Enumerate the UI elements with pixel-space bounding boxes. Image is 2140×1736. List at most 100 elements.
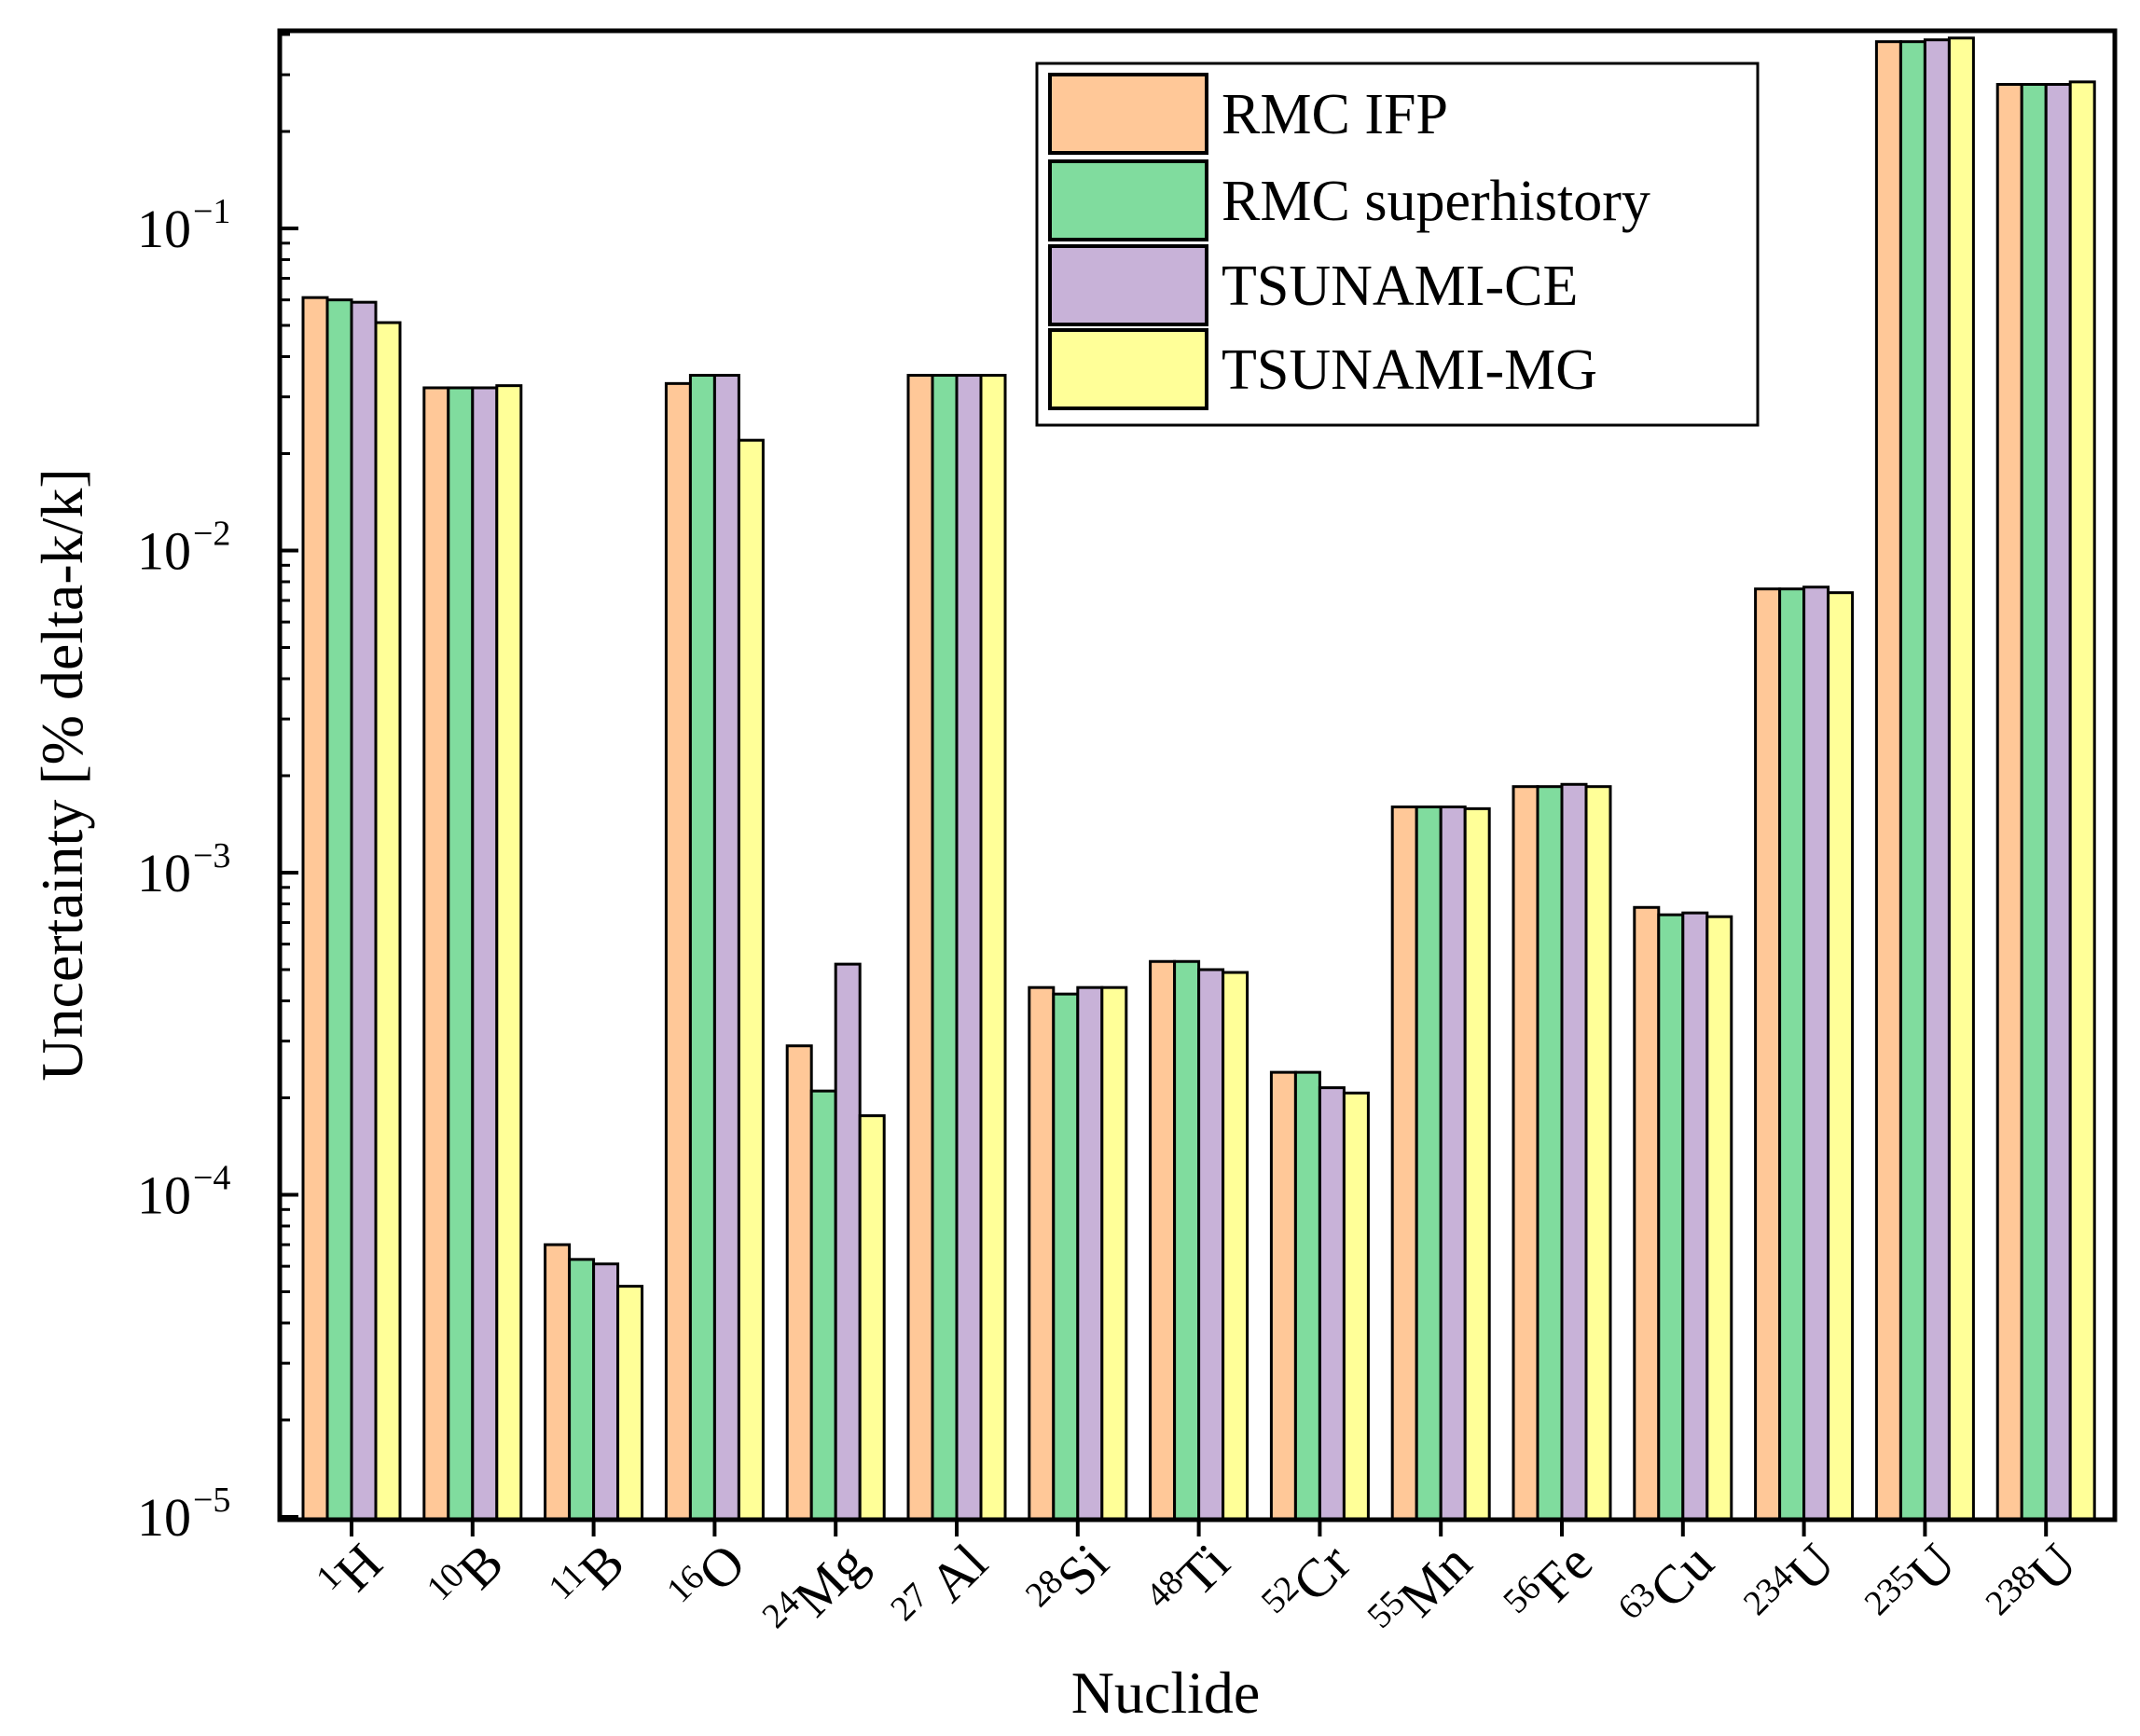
legend-label: RMC IFP <box>1222 83 1448 146</box>
x-tick-label: 234U <box>1736 1530 1846 1640</box>
bar-1H-rmc-superhistory <box>325 298 353 1522</box>
x-tick-label: 235U <box>1857 1530 1967 1640</box>
y-tick-base: 10 <box>137 199 191 259</box>
y-axis-title: Uncertainty [% delta-k/k] <box>29 468 95 1082</box>
legend-swatch <box>1048 328 1208 410</box>
bar-10B-tsunami-mg <box>495 384 523 1522</box>
legend-entry: RMC IFP <box>1048 73 1448 155</box>
bars-layer <box>301 36 2096 1522</box>
bar-52Cr-rmc-superhistory <box>1293 1070 1321 1522</box>
bar-27Al-rmc-superhistory <box>931 374 959 1522</box>
x-tick-label: 10B <box>420 1530 515 1625</box>
legend-swatch <box>1048 73 1208 155</box>
bar-56Fe-tsunami-mg <box>1584 785 1612 1522</box>
x-tick-label: 48Ti <box>1139 1530 1241 1633</box>
x-tick-label: 27 Al <box>883 1530 999 1646</box>
x-tick-label: 63Cu <box>1610 1530 1725 1645</box>
bar-235U-rmc-ifp <box>1874 40 1902 1522</box>
bar-63Cu-rmc-superhistory <box>1657 913 1685 1522</box>
bar-27Al-tsunami-mg <box>979 374 1007 1522</box>
bar-63Cu-tsunami-ce <box>1681 911 1709 1522</box>
bar-234U-tsunami-ce <box>1802 586 1830 1522</box>
bar-234U-rmc-superhistory <box>1778 587 1806 1522</box>
bar-28Si-rmc-superhistory <box>1052 992 1080 1522</box>
x-tick-label: 55Mn <box>1360 1530 1483 1653</box>
bar-52Cr-rmc-ifp <box>1269 1070 1297 1522</box>
x-axis-title: Nuclide <box>1071 1660 1261 1726</box>
x-tick-label: 11B <box>541 1530 635 1624</box>
legend-entry: RMC superhistory <box>1048 159 1650 241</box>
bar-234U-tsunami-mg <box>1827 591 1855 1522</box>
bar-11B-tsunami-ce <box>592 1262 620 1522</box>
ticks-layer <box>280 33 2049 1536</box>
y-tick-exponent: −5 <box>193 1481 230 1520</box>
bar-11B-tsunami-mg <box>616 1285 644 1522</box>
legend-swatch <box>1048 159 1208 241</box>
legend-label: RMC superhistory <box>1222 170 1650 233</box>
legend-swatch <box>1048 244 1208 326</box>
bar-238U-tsunami-mg <box>2068 80 2096 1522</box>
y-tick-exponent: −4 <box>193 1159 230 1198</box>
bar-11B-rmc-superhistory <box>568 1258 596 1522</box>
bar-234U-rmc-ifp <box>1754 587 1782 1522</box>
x-tick-label: 238U <box>1978 1530 2088 1640</box>
y-tick-label: 10 −5 <box>137 1481 230 1548</box>
bar-11B-rmc-ifp <box>544 1243 572 1522</box>
bar-235U-tsunami-ce <box>1923 38 1951 1522</box>
bar-238U-rmc-superhistory <box>2020 83 2048 1522</box>
legend: RMC IFP RMC superhistory TSUNAMI-CE TSUNAMI… <box>1035 62 1760 427</box>
bar-238U-tsunami-ce <box>2044 83 2072 1522</box>
y-tick-base: 10 <box>137 521 191 582</box>
y-tick-label: 10 −4 <box>137 1159 230 1226</box>
x-tick-label: 1H <box>309 1530 393 1615</box>
bar-28Si-rmc-ifp <box>1028 985 1056 1522</box>
x-tick-label: 52Cr <box>1254 1530 1362 1638</box>
bar-55Mn-tsunami-mg <box>1463 806 1491 1522</box>
y-tick-exponent: −1 <box>193 192 230 231</box>
bar-16O-tsunami-mg <box>737 438 765 1522</box>
x-tick-label: 56Fe <box>1496 1530 1604 1638</box>
bar-10B-rmc-superhistory <box>447 386 475 1522</box>
legend-entry: TSUNAMI-MG <box>1048 328 1597 410</box>
y-tick-exponent: −3 <box>193 836 230 875</box>
bar-27Al-tsunami-ce <box>955 374 983 1522</box>
bar-24Mg-tsunami-ce <box>834 962 862 1522</box>
bar-52Cr-tsunami-ce <box>1318 1086 1346 1522</box>
bar-1H-tsunami-mg <box>374 321 402 1522</box>
bar-16O-rmc-superhistory <box>688 374 716 1522</box>
x-tick-label: 24Mg <box>754 1530 877 1653</box>
legend-label: TSUNAMI-CE <box>1222 255 1578 318</box>
bar-63Cu-tsunami-mg <box>1705 915 1733 1522</box>
legend-entry: TSUNAMI-CE <box>1048 244 1578 326</box>
x-tick-label: 16O <box>659 1530 757 1628</box>
x-tick-label: 28Si <box>1018 1530 1120 1632</box>
bar-55Mn-rmc-superhistory <box>1415 805 1443 1522</box>
bar-48Ti-rmc-superhistory <box>1173 959 1201 1522</box>
legend-label: TSUNAMI-MG <box>1222 338 1597 402</box>
bar-235U-tsunami-mg <box>1947 36 1975 1522</box>
y-tick-label: 10 −1 <box>137 192 230 259</box>
bar-27Al-rmc-ifp <box>906 374 934 1522</box>
bar-56Fe-rmc-superhistory <box>1536 785 1564 1522</box>
bar-55Mn-tsunami-ce <box>1439 805 1467 1522</box>
bar-56Fe-tsunami-ce <box>1560 782 1588 1522</box>
bar-16O-rmc-ifp <box>664 381 692 1522</box>
bar-24Mg-tsunami-mg <box>858 1114 886 1522</box>
bar-16O-tsunami-ce <box>712 374 740 1522</box>
bar-56Fe-rmc-ifp <box>1512 785 1539 1522</box>
bar-48Ti-tsunami-mg <box>1222 971 1249 1522</box>
bar-55Mn-rmc-ifp <box>1390 805 1418 1522</box>
y-tick-base: 10 <box>137 1165 191 1226</box>
bar-24Mg-rmc-superhistory <box>809 1089 837 1522</box>
y-tick-label: 10 −3 <box>137 836 230 903</box>
bar-48Ti-rmc-ifp <box>1149 959 1177 1522</box>
y-tick-exponent: −2 <box>193 515 230 554</box>
bar-238U-rmc-ifp <box>1995 83 2023 1522</box>
bar-48Ti-tsunami-ce <box>1197 968 1225 1522</box>
y-tick-labels: 10−510−410−310−210−1 <box>137 192 230 1548</box>
bar-1H-tsunami-ce <box>350 300 378 1522</box>
y-tick-base: 10 <box>137 843 191 903</box>
bar-24Mg-rmc-ifp <box>785 1044 813 1522</box>
